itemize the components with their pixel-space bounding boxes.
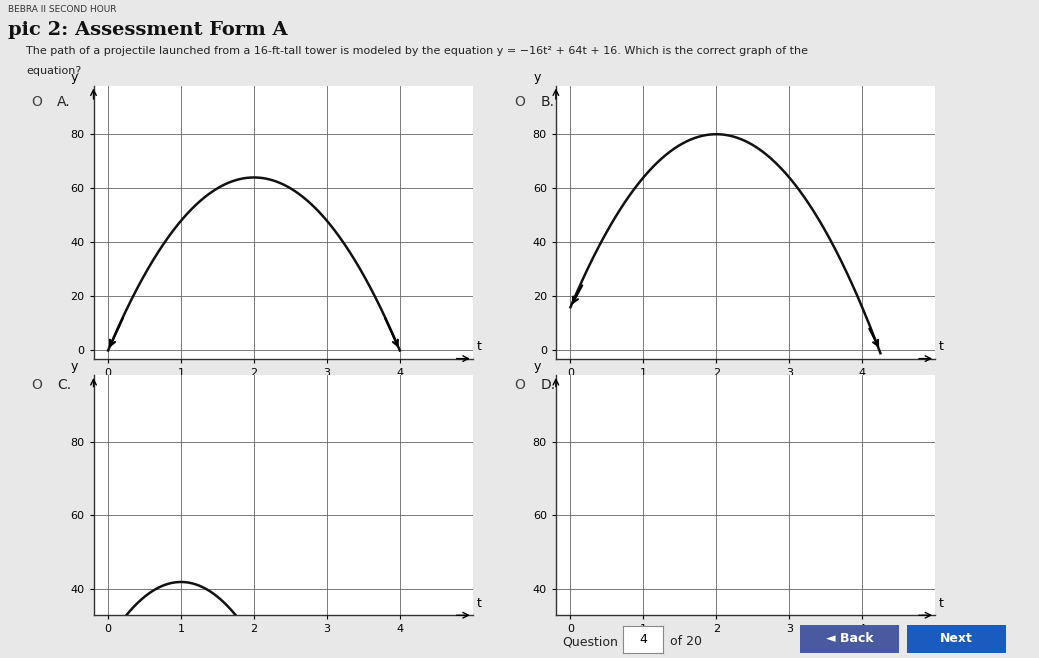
Text: y: y	[71, 71, 78, 84]
Text: pic 2: Assessment Form A: pic 2: Assessment Form A	[8, 21, 288, 39]
Text: 4: 4	[639, 633, 647, 646]
Text: C.: C.	[57, 378, 72, 392]
Text: y: y	[71, 360, 78, 373]
Text: A.: A.	[57, 95, 71, 109]
Text: of 20: of 20	[670, 635, 702, 648]
Text: t: t	[477, 340, 481, 353]
Text: B.: B.	[540, 95, 554, 109]
Text: Next: Next	[940, 632, 973, 645]
Text: O: O	[514, 378, 525, 392]
Text: y: y	[533, 360, 540, 373]
Text: O: O	[514, 95, 525, 109]
Text: Question: Question	[562, 635, 618, 648]
Text: t: t	[939, 340, 943, 353]
Text: BEBRA II SECOND HOUR: BEBRA II SECOND HOUR	[8, 5, 116, 14]
Text: The path of a projectile launched from a 16-ft-tall tower is modeled by the equa: The path of a projectile launched from a…	[26, 46, 808, 56]
Text: t: t	[939, 597, 943, 611]
Text: t: t	[477, 597, 481, 611]
Text: ◄ Back: ◄ Back	[826, 632, 873, 645]
Text: equation?: equation?	[26, 66, 81, 76]
Text: O: O	[31, 95, 42, 109]
Text: y: y	[533, 71, 540, 84]
Text: O: O	[31, 378, 42, 392]
Text: D.: D.	[540, 378, 556, 392]
